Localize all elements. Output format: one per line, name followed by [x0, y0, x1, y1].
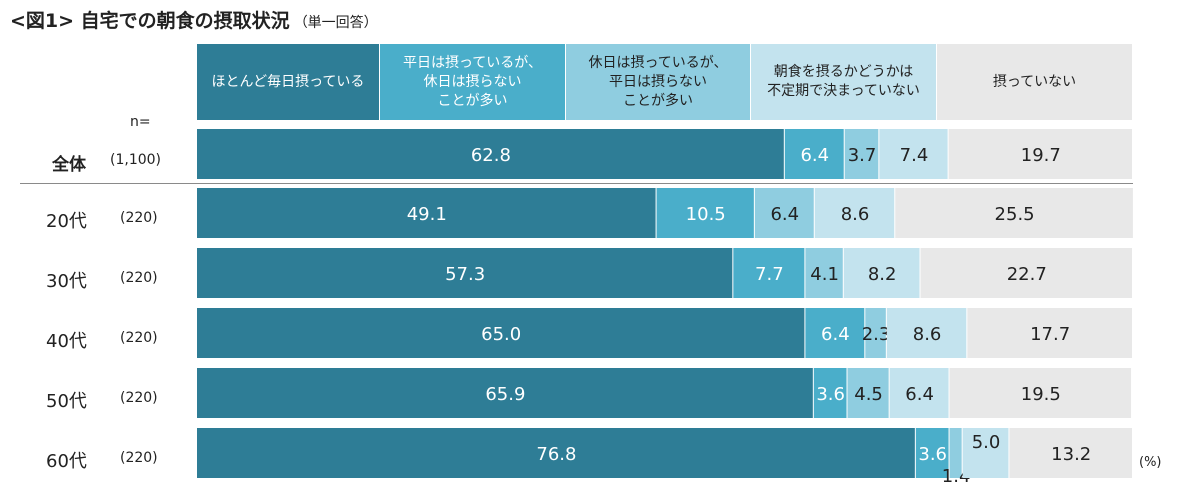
bar-segment	[948, 129, 1132, 179]
bar-value-label: 76.8	[536, 444, 576, 465]
bar-value-label: 4.5	[854, 384, 883, 405]
bar-segment	[847, 368, 889, 418]
bar-segment	[879, 129, 948, 179]
bar-segment	[889, 368, 949, 418]
bar-value-label: 10.5	[686, 204, 726, 225]
bar-value-label: 13.2	[1051, 444, 1091, 465]
bar-value-label: 3.6	[816, 384, 845, 405]
bar-value-label: 7.4	[900, 145, 929, 166]
bar-segment	[805, 248, 843, 298]
bar-segment	[814, 188, 895, 238]
bar-segment	[895, 188, 1133, 238]
row-n-6: (220)	[120, 450, 158, 466]
bar-value-label: 8.2	[868, 264, 897, 285]
bar-segment	[197, 368, 813, 418]
row-n-3: (220)	[120, 270, 158, 286]
bar-segment	[865, 308, 886, 358]
bar-value-label: 25.5	[995, 204, 1035, 225]
bar-value-label: 5.0	[972, 432, 1001, 453]
bar-value-label: 22.7	[1007, 264, 1047, 285]
bar-segment	[784, 129, 844, 179]
bar-value-label: 19.7	[1021, 145, 1061, 166]
row-label-6: 60代	[46, 451, 87, 472]
row-n-4: (220)	[120, 330, 158, 346]
title-text: <図1> 自宅での朝食の摂取状況	[10, 10, 290, 32]
bar-value-label: 65.9	[485, 384, 525, 405]
bar-segment	[962, 428, 1009, 478]
unit-label: (%)	[1139, 455, 1162, 470]
bar-segment	[967, 308, 1132, 358]
row-n-5: (220)	[120, 390, 158, 406]
legend-item-2: 平日は摂っているが、 休日は摂らない ことが多い	[380, 44, 565, 120]
bar-value-label: 57.3	[445, 264, 485, 285]
bar-segment	[844, 129, 879, 179]
bar-value-label: 6.4	[800, 145, 829, 166]
bar-value-label: 7.7	[755, 264, 784, 285]
bar-segment	[197, 188, 656, 238]
row-label-2: 20代	[46, 211, 87, 232]
n-label: n=	[130, 114, 151, 130]
row-label-1: 全体	[52, 155, 86, 175]
bar-value-label: 62.8	[471, 145, 511, 166]
bar-segment	[843, 248, 920, 298]
bar-segment	[197, 308, 805, 358]
legend-item-3: 休日は摂っているが、 平日は摂らない ことが多い	[566, 44, 750, 120]
bar-value-label: 8.6	[913, 324, 942, 345]
bar-value-label: 19.5	[1021, 384, 1061, 405]
bar-segment	[197, 428, 915, 478]
bar-segment	[813, 368, 847, 418]
legend-item-4: 朝食を摂るかどうかは 不定期で決まっていない	[751, 44, 936, 120]
bar-segment	[656, 188, 754, 238]
bar-value-label: 17.7	[1030, 324, 1070, 345]
bar-segment	[920, 248, 1132, 298]
row-label-5: 50代	[46, 391, 87, 412]
chart-title: <図1> 自宅での朝食の摂取状況 （単一回答）	[10, 6, 378, 33]
bar-value-label: 65.0	[481, 324, 521, 345]
row-label-3: 30代	[46, 271, 87, 292]
bar-segment	[197, 129, 784, 179]
bar-segment	[915, 428, 949, 478]
bar-value-label: 3.6	[918, 444, 947, 465]
bar-segment	[949, 428, 962, 478]
bar-segment	[733, 248, 805, 298]
bar-segment	[1009, 428, 1132, 478]
bar-segment	[805, 308, 865, 358]
legend-item-1: ほとんど毎日摂っている	[197, 44, 379, 120]
row-n-1: (1,100)	[110, 152, 162, 168]
bar-value-label: 8.6	[841, 204, 870, 225]
bar-value-label: 6.4	[770, 204, 799, 225]
subtitle: （単一回答）	[293, 15, 378, 31]
bar-value-label: 6.4	[821, 324, 850, 345]
bar-value-label: 3.7	[848, 145, 877, 166]
bar-segment	[197, 248, 733, 298]
bar-segment	[949, 368, 1132, 418]
bar-value-label: 49.1	[407, 204, 447, 225]
row-label-4: 40代	[46, 331, 87, 352]
bar-segment	[886, 308, 967, 358]
legend-item-5: 摂っていない	[937, 44, 1132, 120]
bar-value-label: 2.3	[862, 324, 891, 345]
row-n-2: (220)	[120, 210, 158, 226]
bar-value-label: 4.1	[810, 264, 839, 285]
bar-value-label: 6.4	[905, 384, 934, 405]
divider-line	[20, 183, 1133, 184]
bar-segment	[754, 188, 814, 238]
